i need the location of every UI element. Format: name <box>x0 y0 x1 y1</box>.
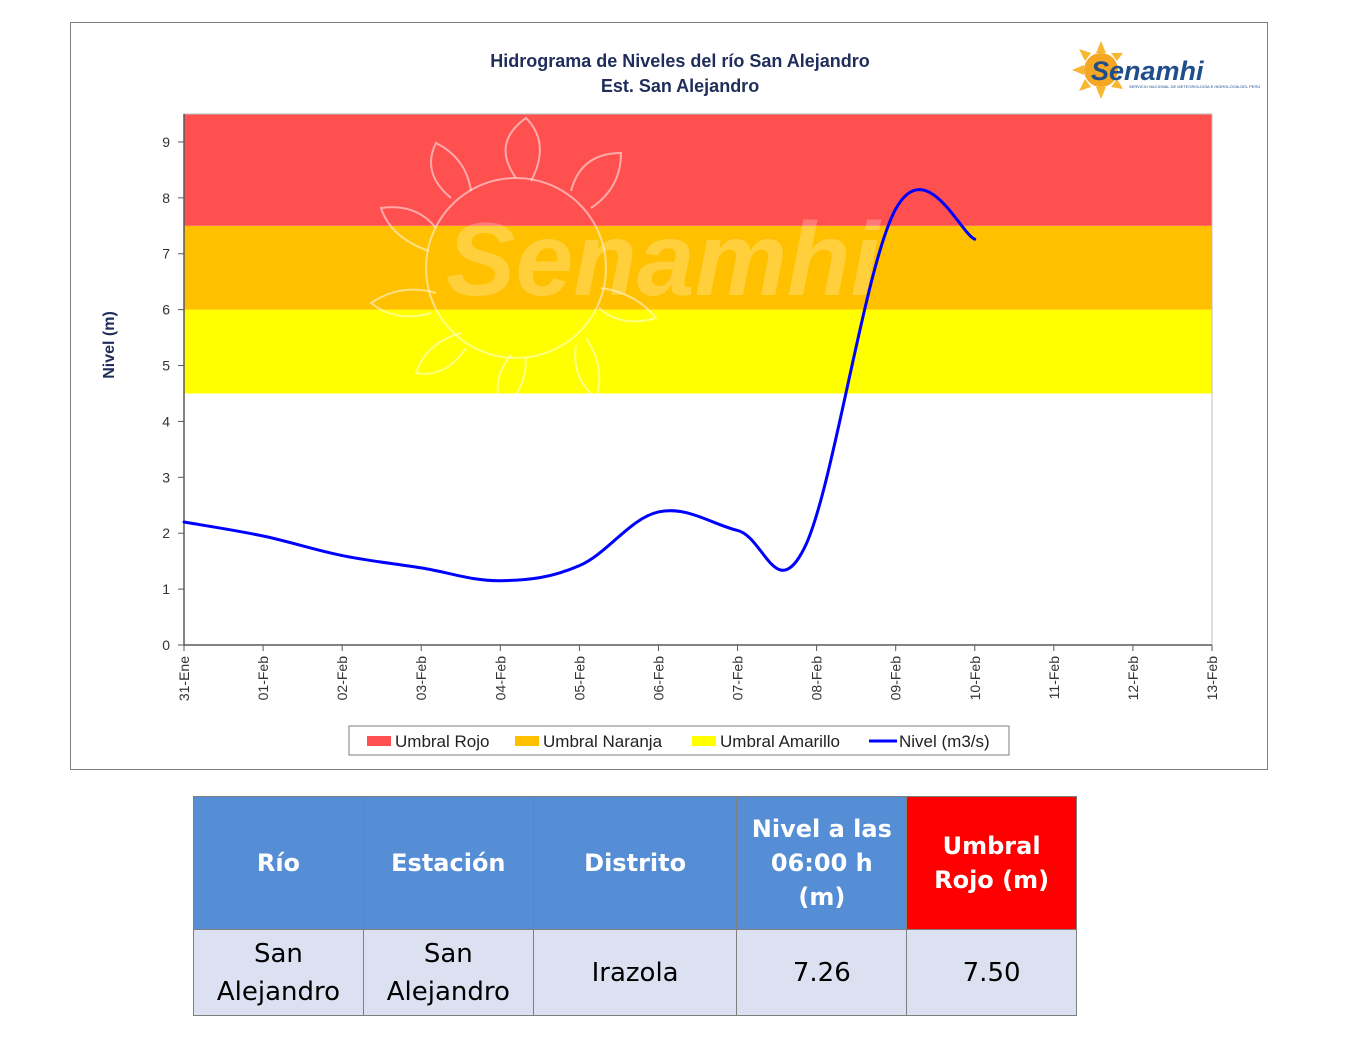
x-tick-label: 13-Feb <box>1204 656 1220 701</box>
legend-swatch-amarillo <box>692 736 716 746</box>
y-tick-label: 5 <box>162 358 170 374</box>
y-tick-label: 8 <box>162 190 170 206</box>
cell-estacion: San Alejandro <box>362 929 534 1016</box>
y-tick-label: 2 <box>162 525 170 541</box>
logo-text: Senamhi <box>1091 56 1204 86</box>
sun-icon <box>1072 41 1123 99</box>
chart-title-line-1: Hidrograma de Niveles del río San Alejan… <box>490 51 869 71</box>
x-tick-label: 02-Feb <box>334 656 350 701</box>
table-header-row: Río Estación Distrito Nivel a las 06:00 … <box>193 796 1077 930</box>
header-estacion: Estación <box>362 796 534 930</box>
watermark-sun-icon <box>369 116 658 410</box>
band-umbral-naranja <box>184 225 1212 310</box>
cell-rio: San Alejandro <box>193 929 364 1016</box>
x-tick-label: 05-Feb <box>571 656 587 701</box>
chart-frame: Senamhi Hidrograma de Niveles del río Sa… <box>70 22 1268 770</box>
x-tick-label: 08-Feb <box>809 656 825 701</box>
cell-umbral-rojo: 7.50 <box>906 929 1077 1016</box>
y-axis-ticks: 0 1 2 3 4 5 6 7 8 9 <box>162 134 184 653</box>
legend-box <box>348 725 1010 756</box>
band-umbral-amarillo <box>184 309 1212 394</box>
x-tick-label: 07-Feb <box>730 656 746 701</box>
x-tick-label: 10-Feb <box>967 656 983 701</box>
threshold-bands <box>184 114 1212 394</box>
header-umbral-rojo: Umbral Rojo (m) <box>906 796 1077 930</box>
y-axis-title: Nivel (m) <box>101 311 118 379</box>
y-tick-label: 9 <box>162 134 170 150</box>
series-line-nivel <box>182 188 977 583</box>
y-tick-label: 1 <box>162 581 170 597</box>
x-tick-label: 06-Feb <box>650 656 666 701</box>
chart-title-line-2: Est. San Alejandro <box>601 76 759 96</box>
y-tick-label: 3 <box>162 469 170 485</box>
cell-distrito: Irazola <box>532 929 738 1016</box>
table-row: San Alejandro San Alejandro Irazola 7.26… <box>193 929 1077 1016</box>
x-tick-label: 11-Feb <box>1046 656 1062 700</box>
x-tick-label: 09-Feb <box>888 656 904 701</box>
legend-label-rojo: Umbral Rojo <box>395 732 489 751</box>
series-layer <box>182 188 977 583</box>
y-tick-label: 6 <box>162 302 170 318</box>
x-tick-label: 03-Feb <box>413 656 429 701</box>
x-tick-label: 31-Ene <box>176 656 192 701</box>
legend: Umbral Rojo Umbral Naranja Umbral Amaril… <box>348 725 1010 756</box>
y-tick-label: 7 <box>162 246 170 262</box>
x-tick-label: 01-Feb <box>255 656 271 701</box>
station-table: Río Estación Distrito Nivel a las 06:00 … <box>193 796 1077 1016</box>
x-axis-ticks: 31-Ene 01-Feb 02-Feb 03-Feb 04-Feb 05-Feb 06-F… <box>176 645 1220 701</box>
header-rio: Río <box>193 796 364 930</box>
watermark-text: Senamhi <box>446 202 882 318</box>
header-distrito: Distrito <box>532 796 738 930</box>
legend-label-naranja: Umbral Naranja <box>543 732 663 751</box>
chart: Senamhi Hidrograma de Niveles del río Sa… <box>101 41 1260 756</box>
x-tick-label: 04-Feb <box>492 656 508 701</box>
legend-label-amarillo: Umbral Amarillo <box>720 732 840 751</box>
cell-nivel: 7.26 <box>736 929 908 1016</box>
logo-subtitle: SERVICIO NACIONAL DE METEOROLOGÍA E HIDR… <box>1129 84 1260 89</box>
legend-swatch-rojo <box>367 736 391 746</box>
legend-swatch-naranja <box>515 736 539 746</box>
x-tick-label: 12-Feb <box>1125 656 1141 701</box>
watermark: Senamhi <box>369 116 882 410</box>
header-nivel: Nivel a las 06:00 h (m) <box>736 796 908 930</box>
y-tick-label: 4 <box>162 413 170 429</box>
legend-label-nivel: Nivel (m3/s) <box>899 732 990 751</box>
band-umbral-rojo <box>184 114 1212 226</box>
y-tick-label: 0 <box>162 637 170 653</box>
senamhi-logo: Senamhi SERVICIO NACIONAL DE METEOROLOGÍ… <box>1072 41 1260 99</box>
